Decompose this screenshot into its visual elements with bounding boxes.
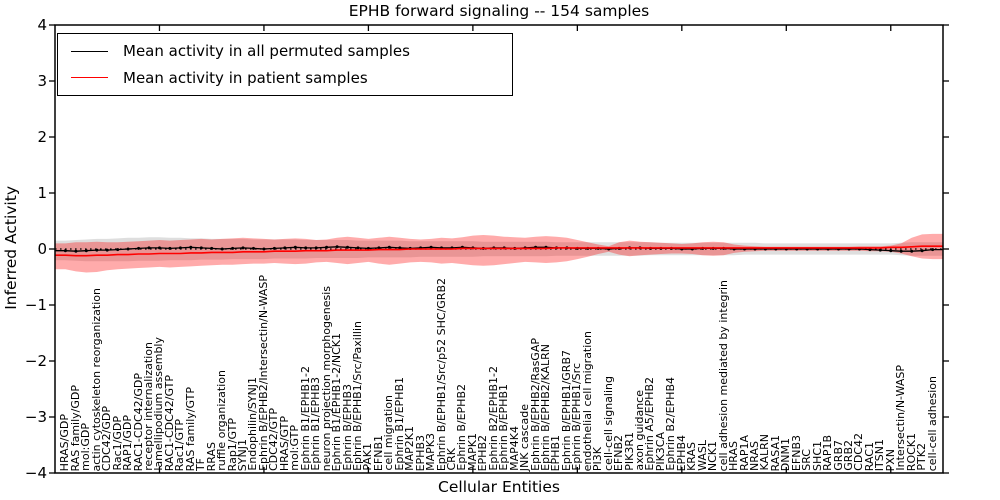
y-tick-label: −2 xyxy=(24,352,47,370)
permuted-mean-marker xyxy=(116,248,120,252)
permuted-mean-marker xyxy=(272,246,276,250)
permuted-mean-marker xyxy=(931,248,935,252)
permuted-mean-marker xyxy=(910,249,914,253)
patient-mean-line xyxy=(55,245,943,257)
patient-line-swatch xyxy=(71,77,108,79)
legend-label-patient: Mean activity in patient samples xyxy=(123,68,368,87)
permuted-mean-marker xyxy=(220,247,224,251)
legend-item-permuted: Mean activity in all permuted samples xyxy=(58,42,512,60)
legend-item-patient: Mean activity in patient samples xyxy=(58,69,512,87)
permuted-mean-marker xyxy=(356,246,360,250)
permuted-mean-marker xyxy=(189,245,193,249)
permuted-mean-marker xyxy=(366,246,370,250)
permuted-mean-marker xyxy=(262,247,266,251)
permuted-mean-marker xyxy=(126,247,130,251)
x-tick-label: cell-cell adhesion xyxy=(925,375,939,471)
permuted-mean-marker xyxy=(889,249,893,253)
permuted-mean-marker xyxy=(899,249,903,253)
permuted-mean-marker xyxy=(241,246,245,250)
legend: Mean activity in all permuted samples Me… xyxy=(57,33,513,96)
permuted-mean-marker xyxy=(199,246,203,250)
y-tick-label: 3 xyxy=(37,72,47,90)
y-tick-label: −3 xyxy=(24,408,47,426)
y-tick-label: 1 xyxy=(37,184,47,202)
permuted-line-swatch xyxy=(71,50,108,52)
legend-label-permuted: Mean activity in all permuted samples xyxy=(123,42,410,61)
permuted-mean-marker xyxy=(293,245,297,249)
x-axis-label: Cellular Entities xyxy=(438,478,560,496)
permuted-mean-marker xyxy=(210,246,214,250)
permuted-band-area xyxy=(55,237,943,262)
y-tick-label: −1 xyxy=(24,296,47,314)
permuted-mean-marker xyxy=(168,246,172,250)
permuted-mean-marker xyxy=(878,248,882,252)
permuted-mean-marker xyxy=(74,249,78,253)
permuted-mean-marker xyxy=(429,245,433,249)
permuted-mean-marker xyxy=(252,246,255,250)
permuted-mean-marker xyxy=(377,246,381,250)
permuted-mean-marker xyxy=(346,245,349,249)
permuted-mean-marker xyxy=(95,248,99,252)
y-tick-label: 4 xyxy=(37,16,47,34)
permuted-mean-marker xyxy=(387,245,391,249)
y-tick-label: −4 xyxy=(24,464,47,482)
x-tick-label: Ephrin B/EPHB1/Src/p52 SHC/GRB2 xyxy=(434,277,448,471)
permuted-mean-marker xyxy=(314,246,318,250)
permuted-mean-marker xyxy=(325,245,329,249)
permuted-mean-marker xyxy=(158,246,161,250)
permuted-mean-marker xyxy=(868,248,872,252)
permuted-mean-marker xyxy=(178,246,182,250)
permuted-mean-marker xyxy=(105,248,109,252)
permuted-mean-marker xyxy=(283,246,287,250)
permuted-mean-marker xyxy=(335,245,339,249)
permuted-mean-marker xyxy=(304,246,308,250)
patient-band-area xyxy=(55,233,943,273)
permuted-mean-marker xyxy=(147,246,151,250)
permuted-mean-marker xyxy=(137,246,141,250)
chart-title: EPHB forward signaling -- 154 samples xyxy=(348,2,650,20)
permuted-mean-marker xyxy=(398,246,402,250)
permuted-mean-marker xyxy=(84,249,88,253)
y-tick-label: 2 xyxy=(37,128,47,146)
permuted-mean-marker xyxy=(231,246,235,250)
y-tick-label: 0 xyxy=(37,240,47,258)
permuted-mean-marker xyxy=(920,249,924,253)
permuted-mean-marker xyxy=(63,249,67,253)
